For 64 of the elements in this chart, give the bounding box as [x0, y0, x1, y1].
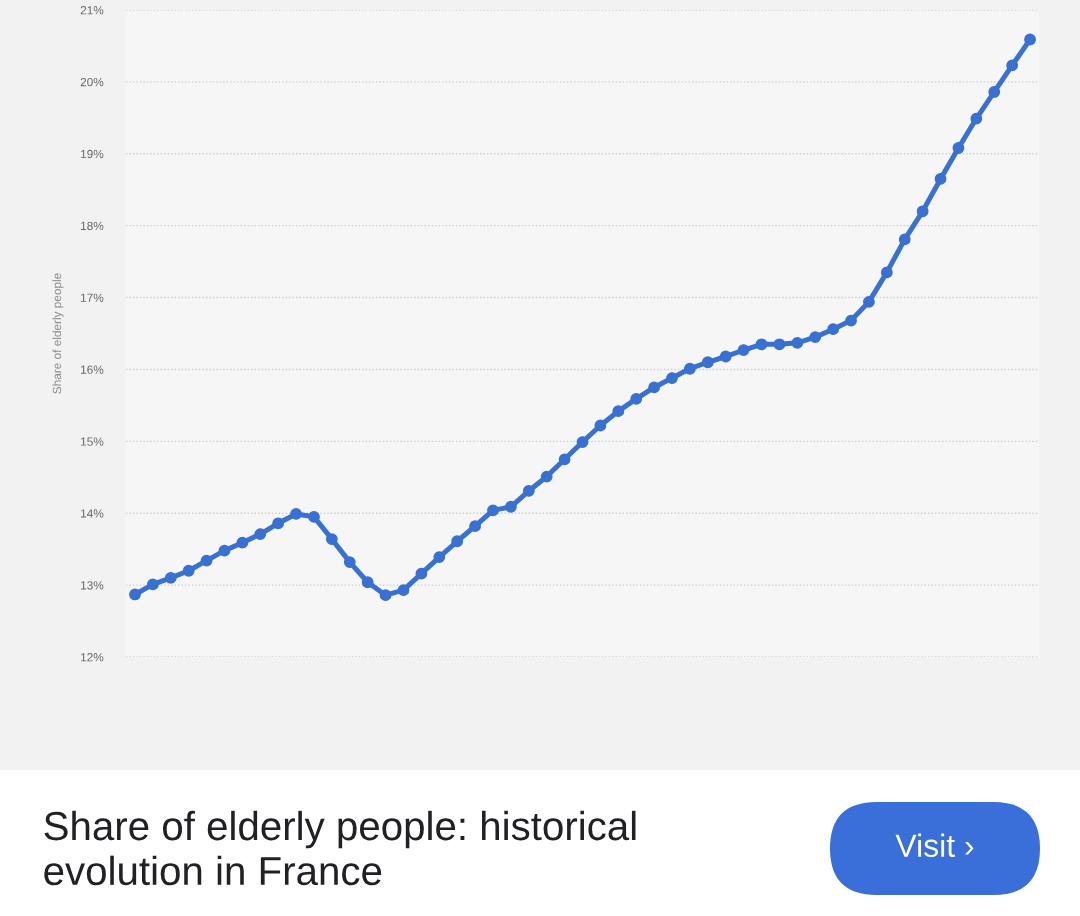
y-axis-title: Share of elderly people — [52, 273, 64, 394]
point — [397, 584, 410, 597]
point — [540, 470, 553, 483]
point — [916, 205, 929, 218]
point — [522, 485, 535, 497]
point — [504, 500, 517, 513]
point — [272, 517, 285, 530]
point — [129, 588, 141, 601]
point — [218, 544, 231, 557]
y-tick-label: 15% — [81, 437, 104, 446]
point — [1024, 33, 1036, 46]
point — [970, 112, 983, 125]
point — [236, 536, 249, 549]
point — [576, 436, 589, 448]
point — [361, 576, 374, 589]
y-tick-label: 12% — [81, 653, 104, 662]
point — [308, 510, 320, 523]
point — [701, 356, 714, 369]
point — [164, 572, 177, 584]
point — [612, 405, 625, 418]
text: Share of elderly people: historical evolution in France — [44, 810, 636, 886]
point — [146, 578, 159, 591]
point — [290, 508, 302, 520]
point — [182, 564, 195, 577]
y-tick-label: 19% — [81, 149, 104, 159]
y-tick-label: 13% — [81, 581, 104, 590]
point — [719, 350, 732, 363]
point — [594, 419, 607, 432]
point — [737, 344, 750, 356]
point — [952, 142, 965, 154]
y-tick-label: 18% — [81, 221, 104, 231]
point — [343, 556, 356, 569]
point — [451, 535, 464, 548]
point — [200, 554, 213, 567]
y-tick-label: 17% — [81, 293, 104, 302]
point — [809, 331, 822, 343]
point — [648, 381, 661, 394]
point — [684, 362, 696, 375]
point — [415, 567, 428, 580]
point — [845, 314, 857, 327]
point — [630, 393, 643, 405]
point — [379, 589, 392, 602]
point — [1006, 59, 1019, 72]
y-tick-label: 21% — [80, 6, 104, 15]
y-tick-label: 14% — [81, 509, 104, 518]
y-tick-label: 20% — [80, 77, 104, 87]
point — [469, 520, 481, 533]
point — [433, 551, 446, 563]
point — [325, 533, 338, 546]
point — [666, 372, 678, 384]
point — [988, 86, 1001, 98]
text: Visit › — [895, 833, 974, 858]
point — [773, 338, 786, 351]
point — [898, 233, 911, 246]
point — [487, 504, 499, 517]
point — [558, 453, 571, 466]
point — [934, 173, 947, 185]
point — [863, 295, 875, 308]
y-tick-label: 16% — [81, 365, 104, 374]
point — [791, 336, 804, 349]
point — [254, 528, 267, 540]
point — [827, 323, 840, 336]
point — [755, 338, 768, 351]
point — [880, 266, 893, 279]
